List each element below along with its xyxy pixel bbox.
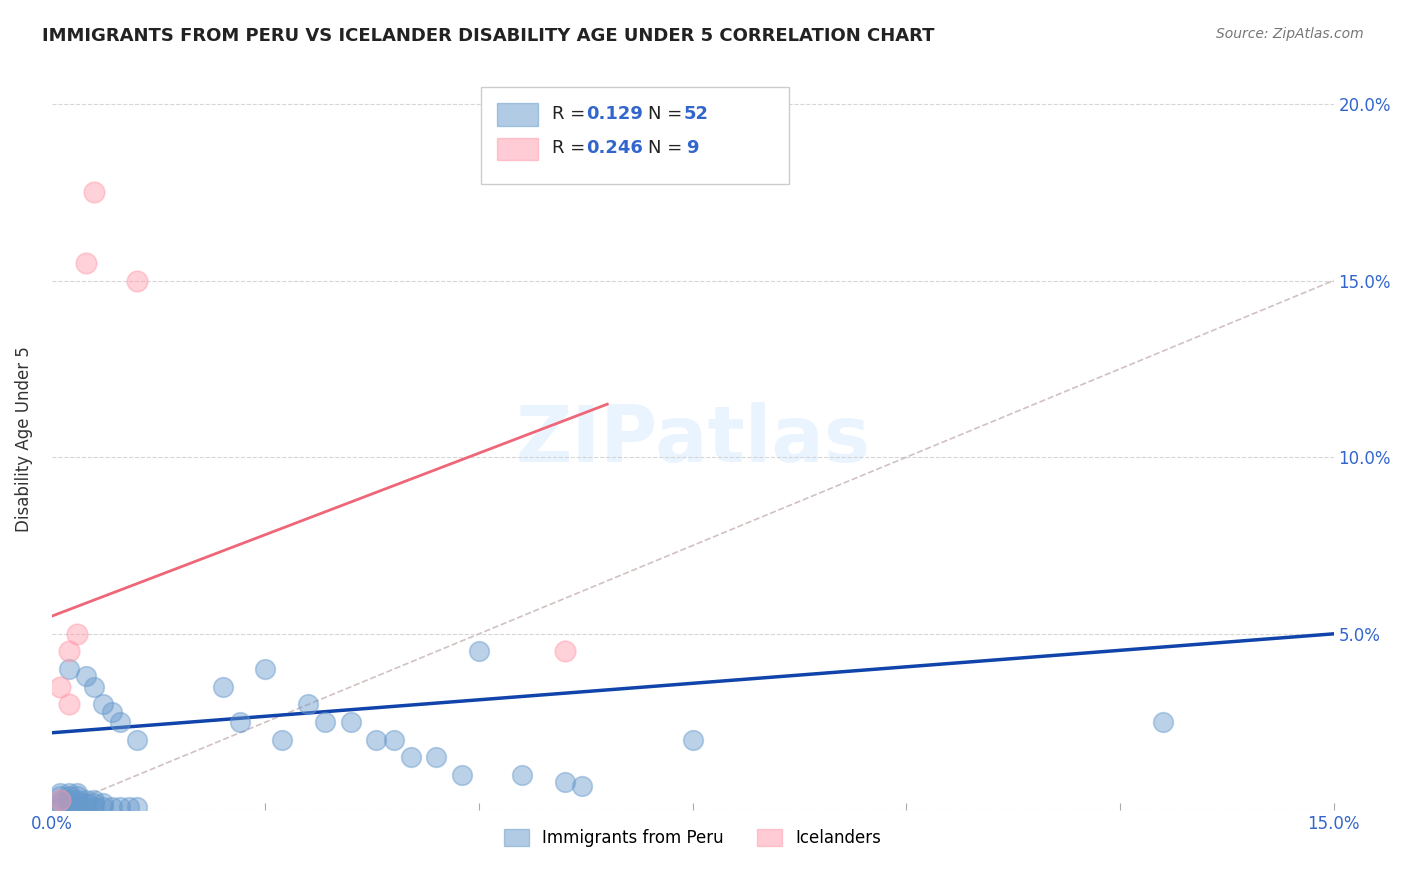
Point xyxy=(58,789,80,804)
Text: 0.129: 0.129 xyxy=(586,104,643,123)
Point xyxy=(58,797,80,811)
Legend: Immigrants from Peru, Icelanders: Immigrants from Peru, Icelanders xyxy=(498,822,889,855)
Text: N =: N = xyxy=(648,139,688,157)
Point xyxy=(340,715,363,730)
Point xyxy=(254,662,277,676)
Point xyxy=(49,789,72,804)
Text: 52: 52 xyxy=(683,104,709,123)
Point xyxy=(425,750,447,764)
Text: R =: R = xyxy=(551,139,591,157)
Point xyxy=(49,786,72,800)
Point xyxy=(211,680,233,694)
Point xyxy=(127,273,149,287)
FancyBboxPatch shape xyxy=(496,137,537,160)
Point xyxy=(108,715,131,730)
Point xyxy=(382,732,405,747)
Point xyxy=(83,797,105,811)
Point xyxy=(58,662,80,676)
Point xyxy=(58,644,80,658)
Point xyxy=(83,800,105,814)
Point xyxy=(553,644,575,658)
Text: Source: ZipAtlas.com: Source: ZipAtlas.com xyxy=(1216,27,1364,41)
Point xyxy=(127,800,149,814)
Point xyxy=(58,786,80,800)
Point xyxy=(100,800,122,814)
Point xyxy=(451,768,474,782)
Point xyxy=(571,779,593,793)
Point xyxy=(75,669,97,683)
Point xyxy=(49,680,72,694)
Point xyxy=(58,793,80,807)
Y-axis label: Disability Age Under 5: Disability Age Under 5 xyxy=(15,347,32,533)
Point xyxy=(127,732,149,747)
Point xyxy=(66,800,89,814)
Point xyxy=(75,800,97,814)
Point xyxy=(91,698,114,712)
Point xyxy=(297,698,319,712)
Point xyxy=(118,800,141,814)
Point xyxy=(66,797,89,811)
Point xyxy=(229,715,252,730)
Point xyxy=(75,256,97,270)
FancyBboxPatch shape xyxy=(496,103,537,126)
Point xyxy=(271,732,294,747)
Point xyxy=(58,698,80,712)
Point xyxy=(75,797,97,811)
Text: IMMIGRANTS FROM PERU VS ICELANDER DISABILITY AGE UNDER 5 CORRELATION CHART: IMMIGRANTS FROM PERU VS ICELANDER DISABI… xyxy=(42,27,935,45)
Point xyxy=(1152,715,1174,730)
Point xyxy=(83,185,105,199)
Point xyxy=(66,793,89,807)
Point xyxy=(83,793,105,807)
Point xyxy=(91,797,114,811)
Text: 0.246: 0.246 xyxy=(586,139,643,157)
Point xyxy=(58,800,80,814)
Text: 9: 9 xyxy=(686,139,699,157)
Point xyxy=(66,627,89,641)
Point xyxy=(314,715,336,730)
Point xyxy=(100,705,122,719)
Point xyxy=(83,680,105,694)
Point xyxy=(682,732,704,747)
Point xyxy=(91,800,114,814)
Text: ZIPatlas: ZIPatlas xyxy=(515,401,870,477)
Point xyxy=(468,644,491,658)
Point xyxy=(75,793,97,807)
Point xyxy=(66,789,89,804)
Text: N =: N = xyxy=(648,104,688,123)
FancyBboxPatch shape xyxy=(481,87,789,184)
Point xyxy=(49,793,72,807)
Point xyxy=(553,775,575,789)
Point xyxy=(49,793,72,807)
Point xyxy=(108,800,131,814)
Point xyxy=(49,797,72,811)
Point xyxy=(66,786,89,800)
Point xyxy=(366,732,388,747)
Point xyxy=(49,800,72,814)
Text: R =: R = xyxy=(551,104,591,123)
Point xyxy=(510,768,533,782)
Point xyxy=(399,750,422,764)
